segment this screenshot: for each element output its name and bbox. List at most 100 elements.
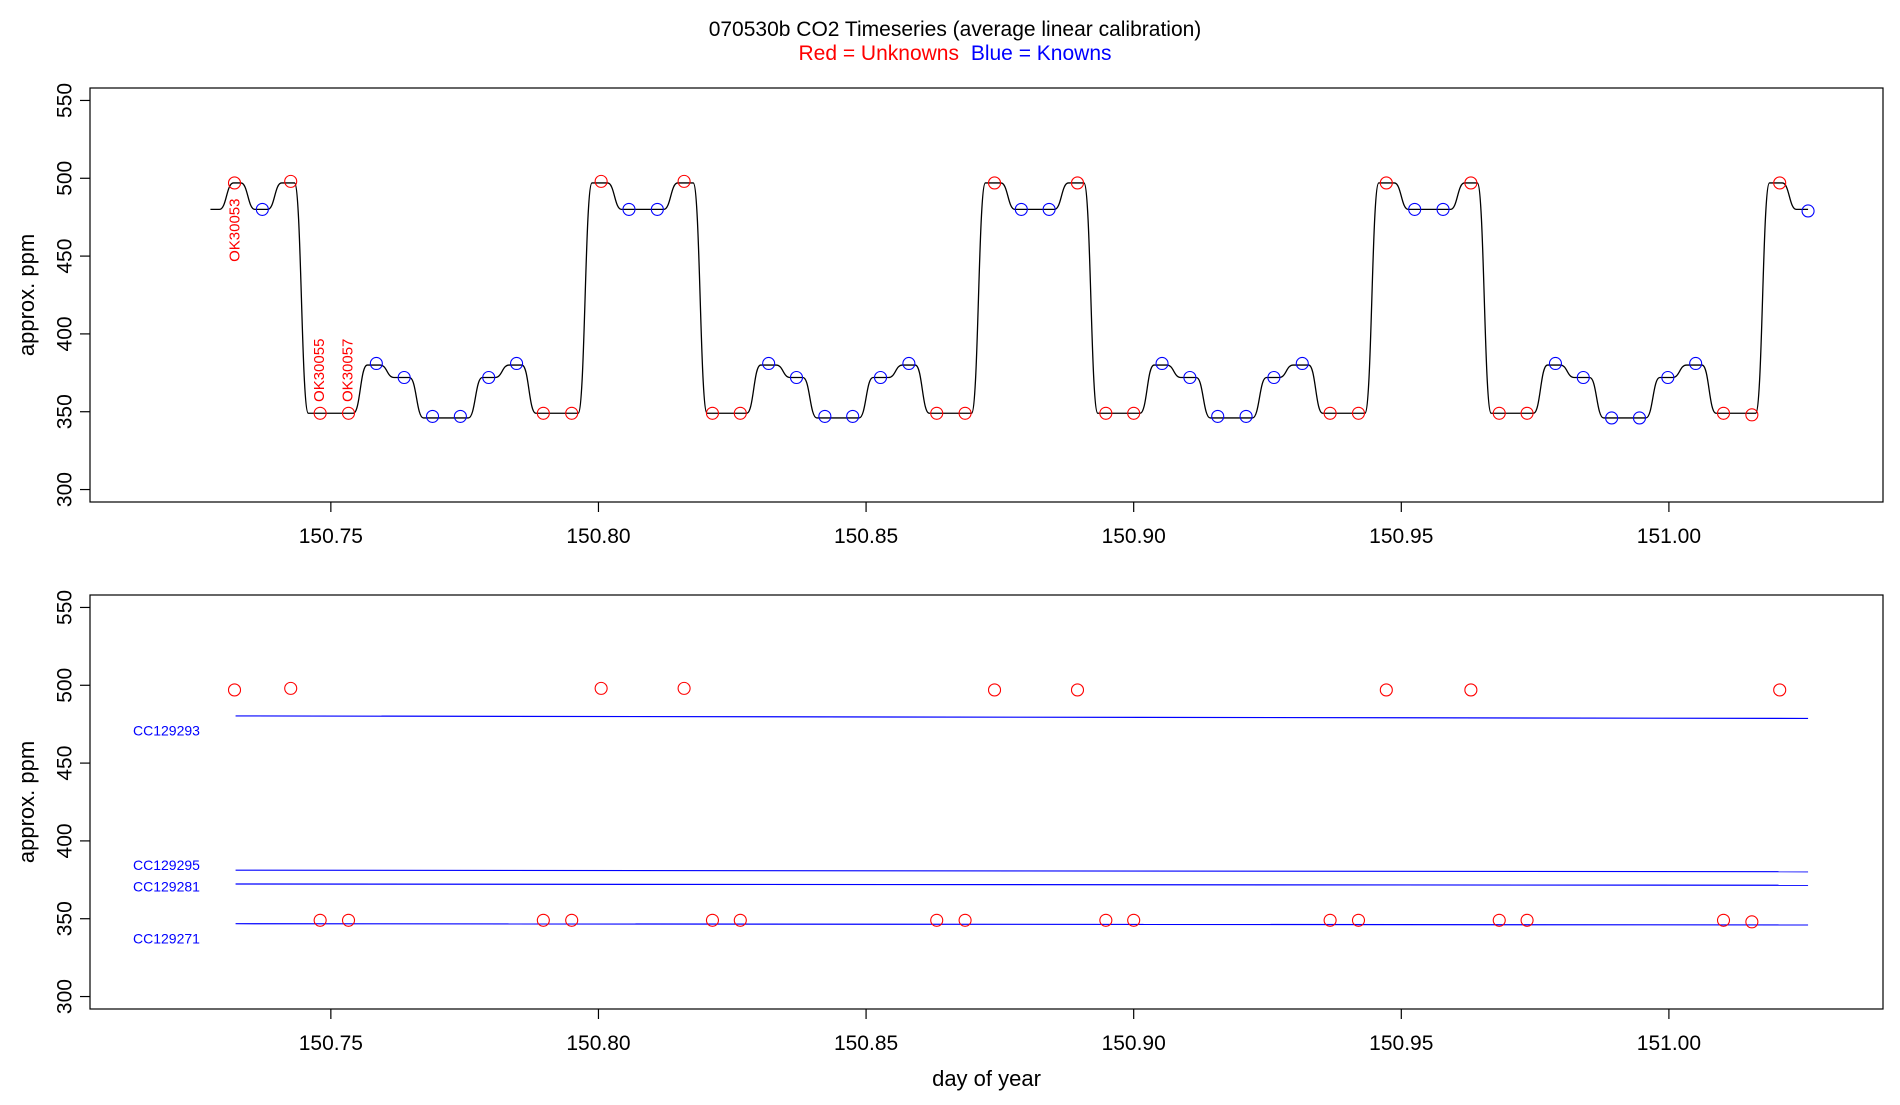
unknown-point	[1745, 915, 1759, 929]
known-point	[902, 356, 916, 371]
known-point	[1014, 202, 1028, 216]
unknown-point	[594, 174, 608, 188]
x-tick-label: 150.90	[1102, 1032, 1166, 1055]
unknown-point	[1773, 176, 1787, 190]
y-tick-label: 400	[54, 316, 77, 351]
unknown-point	[341, 913, 356, 927]
y-tick-label: 400	[54, 823, 77, 858]
unknown-point	[1745, 408, 1759, 422]
standard-line	[235, 869, 1809, 873]
known-point	[1548, 356, 1562, 371]
known-point	[1239, 409, 1253, 423]
x-tick-label: 150.80	[566, 525, 630, 548]
y-tick-label: 550	[54, 590, 77, 625]
known-point	[1211, 409, 1225, 423]
unknown-point	[1520, 406, 1534, 420]
standard-label: CC129271	[133, 930, 200, 946]
x-tick-label: 150.75	[299, 1032, 363, 1055]
unknown-point	[1099, 406, 1113, 420]
known-point	[1155, 356, 1169, 371]
unknown-point	[1379, 176, 1393, 190]
known-point	[873, 370, 888, 385]
known-point	[1661, 370, 1675, 385]
unknown-point	[1323, 406, 1337, 420]
sample-annotation: OK30053	[227, 199, 244, 262]
known-point	[1576, 370, 1590, 385]
unknown-point	[1716, 913, 1731, 927]
known-point	[1295, 356, 1309, 371]
sample-annotation: OK30055	[311, 339, 328, 402]
y-axis-label: approx. ppm	[14, 234, 39, 356]
unknown-point	[705, 406, 720, 420]
known-point	[1632, 411, 1647, 425]
known-point	[1408, 202, 1422, 216]
known-point	[1183, 370, 1197, 385]
chart-title: 070530b CO2 Timeseries (average linear c…	[709, 18, 1202, 41]
unknown-point	[1464, 683, 1478, 697]
unknown-point	[1127, 406, 1141, 420]
top-panel-timeseries: 300 350 400 450 500 550 150.75 150.80 150.85 150.…	[14, 83, 1884, 548]
legend-unknowns: Red = Unknowns	[798, 42, 959, 65]
unknown-point	[284, 681, 298, 695]
unknown-point	[733, 913, 747, 927]
y-tick-label: 450	[54, 239, 77, 274]
unknown-point	[1492, 913, 1506, 927]
y-tick-label: 550	[54, 83, 77, 118]
standard-label: CC129293	[133, 723, 200, 739]
y-tick-label: 300	[54, 472, 77, 507]
known-point	[1605, 411, 1619, 425]
y-axis-label: approx. ppm	[14, 741, 39, 863]
unknown-point	[733, 406, 747, 420]
co2-trace-line	[210, 182, 1809, 419]
unknown-point	[313, 406, 327, 420]
unknown-point	[987, 176, 1002, 190]
unknown-point	[958, 913, 972, 927]
unknown-point	[536, 913, 550, 927]
known-point	[425, 409, 440, 423]
x-tick-label: 150.95	[1369, 1032, 1433, 1055]
standard-label: CC129281	[133, 879, 200, 895]
known-point	[622, 202, 636, 216]
known-point	[789, 370, 804, 385]
y-tick-label: 500	[54, 161, 77, 196]
known-point	[818, 409, 832, 423]
legend-line: Red = Unknowns Blue = Knowns	[798, 42, 1111, 65]
known-point	[255, 202, 269, 216]
y-tick-label: 500	[54, 668, 77, 703]
known-point	[1689, 356, 1703, 371]
y-tick-label: 300	[54, 979, 77, 1014]
plot-frame	[89, 594, 1884, 1010]
unknown-point	[987, 683, 1002, 697]
x-tick-label: 150.90	[1102, 525, 1166, 548]
known-point	[1267, 370, 1281, 385]
standard-line	[235, 883, 1809, 886]
x-tick-label: 151.00	[1637, 525, 1701, 548]
unknown-point	[565, 913, 579, 927]
known-point	[1436, 202, 1450, 216]
x-tick-label: 150.85	[834, 525, 898, 548]
x-tick-label: 150.85	[834, 1032, 898, 1055]
unknown-point	[313, 913, 327, 927]
known-point	[482, 370, 496, 385]
bottom-panel-calibration: 300 350 400 450 500 550 150.75 150.80 150.85 150.…	[14, 590, 1884, 1091]
x-tick-label: 151.00	[1637, 1032, 1701, 1055]
unknown-point	[284, 174, 298, 188]
unknown-point	[341, 406, 356, 420]
x-tick-label: 150.95	[1369, 525, 1433, 548]
unknown-point	[1520, 913, 1534, 927]
known-point	[762, 356, 776, 371]
standard-line	[235, 715, 1809, 720]
unknown-point	[536, 406, 550, 420]
known-point	[369, 356, 383, 371]
unknown-point	[677, 681, 691, 695]
known-point	[1801, 204, 1815, 218]
y-tick-label: 350	[54, 901, 77, 936]
x-tick-label: 150.80	[566, 1032, 630, 1055]
known-point	[397, 370, 411, 385]
y-tick-label: 350	[54, 394, 77, 429]
unknown-point	[594, 681, 608, 695]
unknown-point	[677, 174, 691, 188]
unknown-point	[1323, 913, 1337, 927]
